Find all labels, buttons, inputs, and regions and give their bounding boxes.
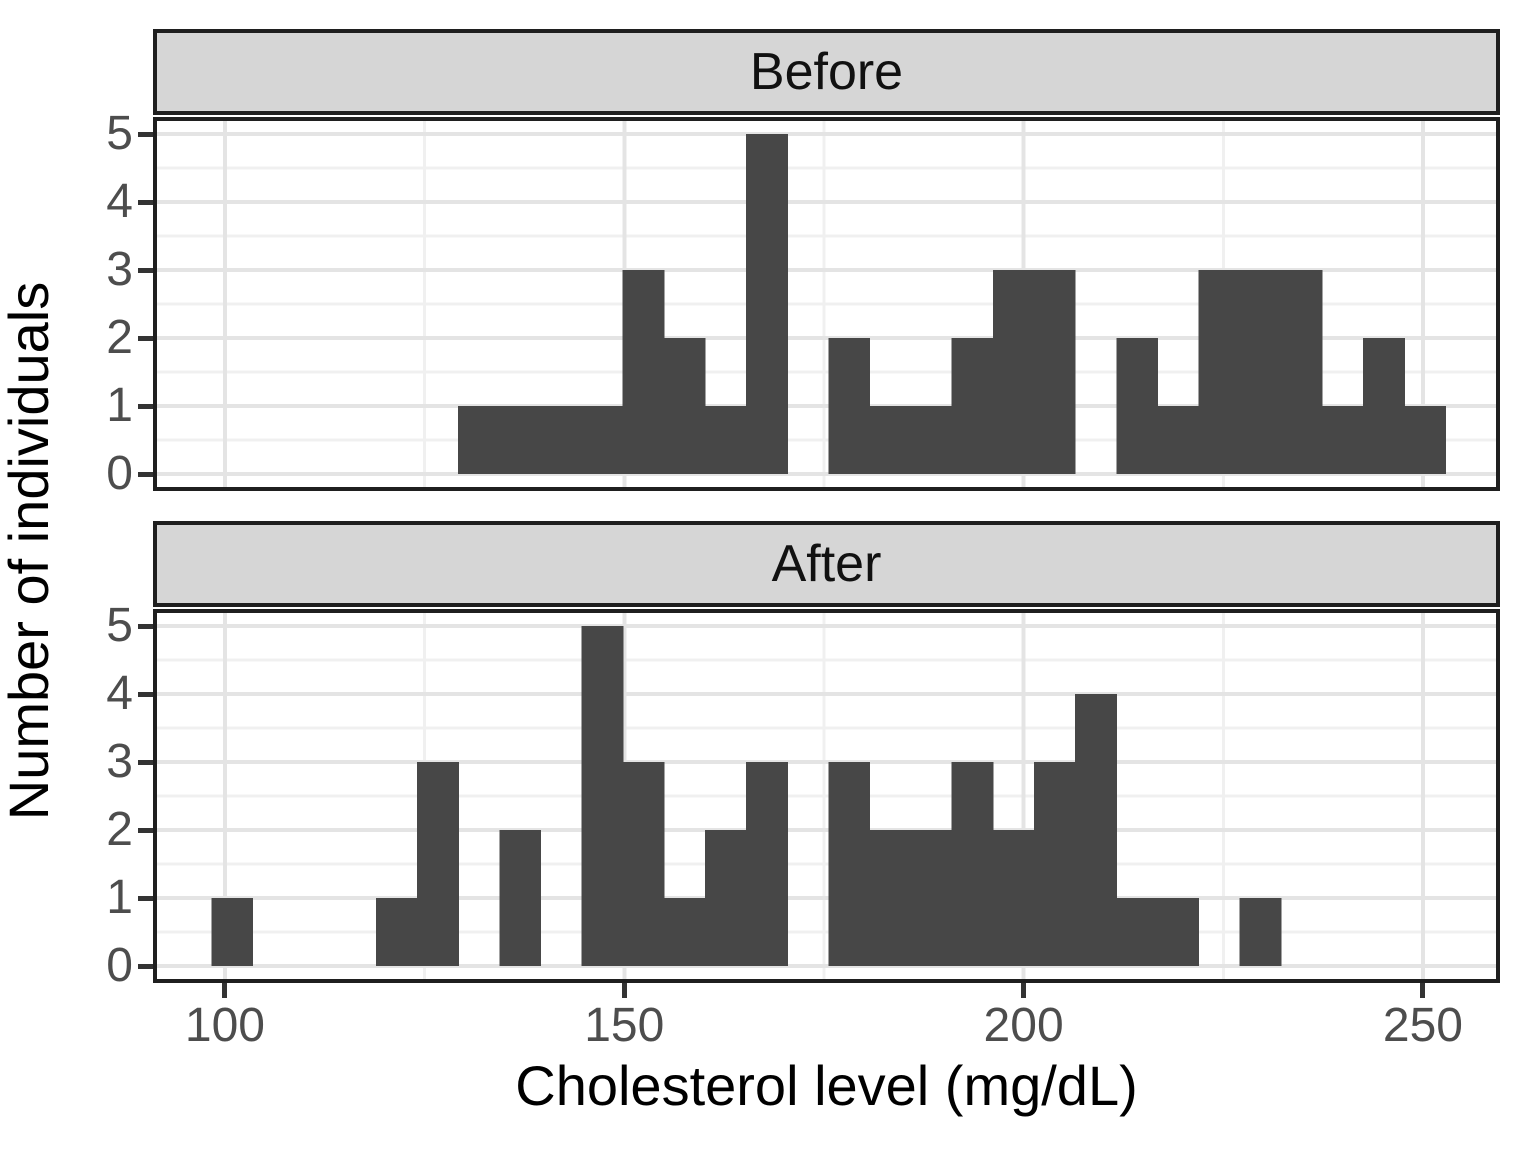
histogram-bar xyxy=(869,406,912,474)
y-tick-label: 2 xyxy=(106,311,133,364)
facet-strip-before: Before xyxy=(153,29,1500,115)
histogram-bar xyxy=(910,830,953,966)
y-axis-tick xyxy=(138,471,153,477)
y-axis-tick xyxy=(138,403,153,409)
histogram-bar xyxy=(992,830,1035,966)
y-tick-label: 5 xyxy=(106,107,133,160)
histogram-bar xyxy=(1116,338,1158,474)
y-axis-tick xyxy=(138,827,153,833)
facet-panel-before xyxy=(153,117,1500,491)
y-axis-tick xyxy=(138,759,153,765)
histogram-bar xyxy=(869,830,912,966)
histogram-bar xyxy=(951,762,994,966)
x-axis-tick xyxy=(1420,983,1426,998)
histogram-bar xyxy=(663,898,706,966)
histogram-bar xyxy=(951,338,994,474)
histogram-bar xyxy=(1239,270,1282,474)
histogram-bar xyxy=(992,270,1035,474)
y-tick-label: 5 xyxy=(106,599,133,652)
histogram-bar xyxy=(581,626,624,966)
y-axis-tick xyxy=(138,895,153,901)
y-tick-label: 4 xyxy=(106,175,133,228)
y-axis-tick xyxy=(138,267,153,273)
histogram-bar xyxy=(704,406,747,474)
x-axis-tick xyxy=(1021,983,1027,998)
histogram-bar xyxy=(1363,338,1405,474)
histogram-bar xyxy=(375,898,418,966)
x-tick-label: 250 xyxy=(1382,999,1463,1052)
histogram-bar xyxy=(1198,270,1241,474)
histogram-bar xyxy=(211,898,254,966)
y-axis-tick xyxy=(138,131,153,137)
histogram-bar xyxy=(1157,898,1200,966)
histogram-bar xyxy=(1033,762,1076,966)
x-tick-label: 200 xyxy=(983,999,1064,1052)
y-tick-label: 4 xyxy=(106,667,133,720)
histogram-bar xyxy=(1321,406,1364,474)
histogram-bar xyxy=(1239,898,1282,966)
y-tick-label: 2 xyxy=(106,803,133,856)
histogram-bar xyxy=(746,134,788,474)
histogram-bar xyxy=(910,406,953,474)
histogram-bar xyxy=(704,830,747,966)
y-axis-tick xyxy=(138,335,153,341)
facet-strip-after: After xyxy=(153,521,1500,607)
y-axis-tick xyxy=(138,199,153,205)
facet-strip-label: After xyxy=(771,535,882,593)
histogram-bar xyxy=(499,406,542,474)
x-axis-tick xyxy=(621,983,627,998)
panel-border xyxy=(153,609,1500,983)
facet-panel-after xyxy=(153,609,1500,983)
histogram-bar xyxy=(458,406,500,474)
y-axis-tick xyxy=(138,623,153,629)
histogram-bar xyxy=(622,270,665,474)
histogram-bar xyxy=(1116,898,1158,966)
x-axis-title: Cholesterol level (mg/dL) xyxy=(515,1054,1138,1117)
y-axis-title: Number of individuals xyxy=(0,281,60,821)
y-tick-label: 3 xyxy=(106,243,133,296)
histogram-bar xyxy=(746,762,788,966)
y-tick-label: 1 xyxy=(106,871,133,924)
histogram-bar xyxy=(1404,406,1446,474)
histogram-bar xyxy=(581,406,624,474)
y-tick-label: 0 xyxy=(106,447,133,500)
histogram-bar xyxy=(540,406,583,474)
histogram-bar xyxy=(499,830,542,966)
y-tick-label: 0 xyxy=(106,939,133,992)
x-axis-tick xyxy=(222,983,228,998)
histogram-bar xyxy=(622,762,665,966)
histogram-bar xyxy=(663,338,706,474)
histogram-bar xyxy=(828,762,871,966)
x-tick-label: 150 xyxy=(584,999,665,1052)
histogram-bar xyxy=(1033,270,1076,474)
y-axis-tick xyxy=(138,963,153,969)
histogram-bar xyxy=(417,762,459,966)
facet-strip-label: Before xyxy=(749,43,904,101)
y-tick-label: 3 xyxy=(106,735,133,788)
histogram-bar xyxy=(1157,406,1200,474)
panel-border xyxy=(153,117,1500,491)
y-axis-tick xyxy=(138,691,153,697)
histogram-bar xyxy=(1075,694,1117,966)
x-tick-label: 100 xyxy=(184,999,265,1052)
y-tick-label: 1 xyxy=(106,379,133,432)
histogram-bar xyxy=(1280,270,1323,474)
histogram-bar xyxy=(828,338,871,474)
